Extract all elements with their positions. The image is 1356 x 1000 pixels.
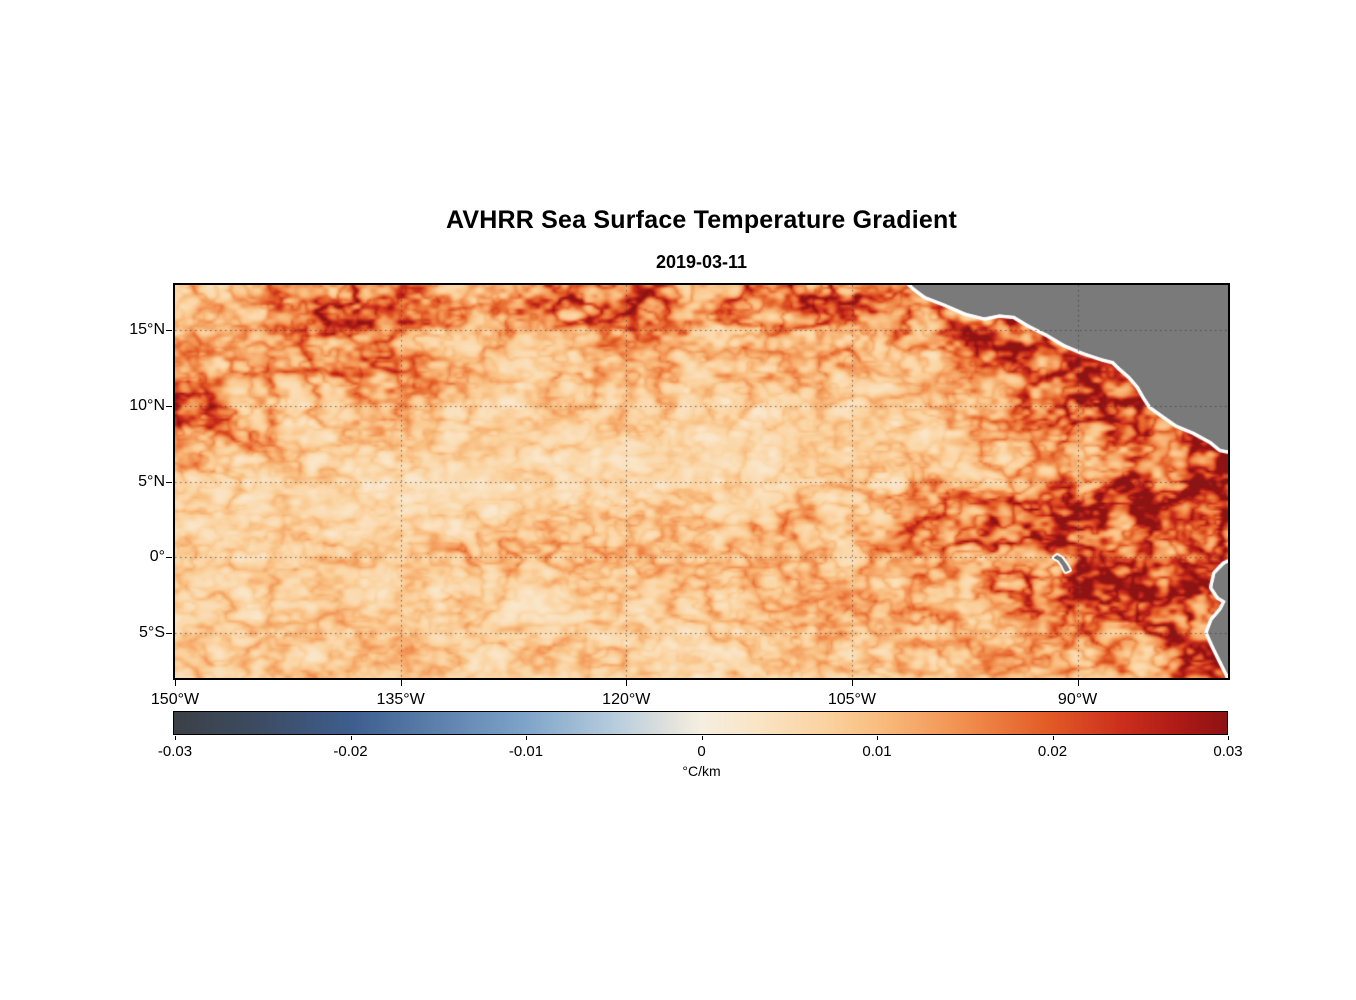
- colorbar-tick-mark: [701, 736, 703, 740]
- map-area: [173, 283, 1230, 680]
- colorbar-tick-label: 0.01: [862, 743, 892, 760]
- y-tick-mark: [166, 481, 172, 483]
- y-tick-mark: [166, 632, 172, 634]
- colorbar-tick-mark: [877, 736, 878, 740]
- colorbar-tick-label: -0.03: [157, 743, 193, 760]
- colorbar-tick-label: 0.02: [1037, 743, 1068, 760]
- colorbar-tick-mark: [1228, 736, 1229, 740]
- y-tick-mark: [166, 405, 172, 407]
- x-tick-mark: [175, 680, 176, 686]
- x-tick-label: 135°W: [376, 691, 425, 708]
- x-tick-mark: [1077, 680, 1079, 686]
- colorbar-tick-mark: [175, 736, 176, 740]
- y-tick-label: 15°N: [129, 321, 165, 339]
- x-tick-label: 120°W: [602, 691, 651, 708]
- colorbar: [173, 711, 1228, 735]
- colorbar-units-label: °C/km: [682, 763, 721, 779]
- chart-title: AVHRR Sea Surface Temperature Gradient: [446, 206, 957, 234]
- colorbar-tick-mark: [350, 736, 352, 740]
- x-tick-label: 150°W: [150, 691, 200, 708]
- y-tick-label: 5°S: [139, 623, 165, 641]
- colorbar-tick-label: 0: [697, 743, 706, 760]
- y-tick-label: 0°: [149, 548, 165, 566]
- x-tick-mark: [626, 680, 628, 686]
- x-tick-mark: [851, 680, 853, 686]
- y-tick-mark: [166, 557, 172, 559]
- y-tick-mark: [166, 330, 172, 332]
- y-tick-label: 5°N: [138, 472, 165, 490]
- chart-date-subtitle: 2019-03-11: [655, 252, 748, 272]
- x-tick-label: 90°W: [1057, 691, 1098, 708]
- colorbar-tick-label: -0.02: [333, 743, 368, 760]
- colorbar-tick-mark: [526, 736, 527, 740]
- sst-gradient-heatmap: [175, 285, 1228, 678]
- x-tick-label: 105°W: [827, 691, 877, 708]
- colorbar-tick-label: 0.03: [1213, 743, 1243, 760]
- colorbar-tick-mark: [1052, 736, 1054, 740]
- x-tick-mark: [400, 680, 402, 686]
- colorbar-gradient: [174, 712, 1227, 734]
- y-tick-label: 10°N: [129, 396, 165, 414]
- colorbar-tick-label: -0.01: [508, 743, 544, 760]
